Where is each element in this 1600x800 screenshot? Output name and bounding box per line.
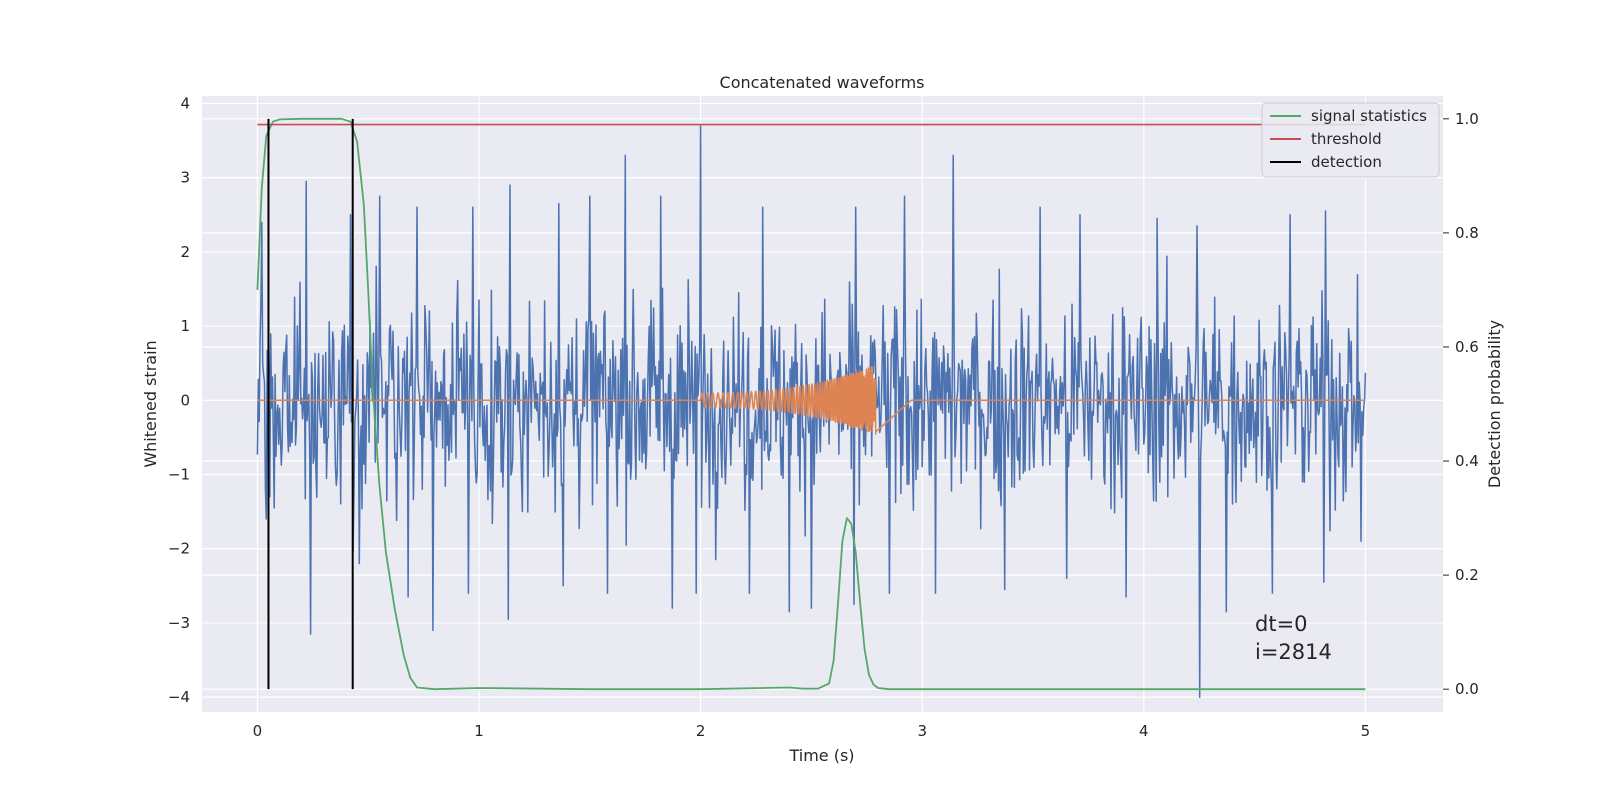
y2-tick-label: 0.6: [1455, 338, 1479, 356]
legend: signal statistics threshold detection: [1261, 102, 1440, 178]
chart-title: Concatenated waveforms: [720, 73, 925, 92]
y-tick-label: 3: [180, 169, 190, 187]
legend-label-signal-statistics: signal statistics: [1311, 107, 1427, 125]
x-tick-label: 5: [1361, 722, 1371, 740]
y-tick-label: 2: [180, 243, 190, 261]
y2-axis-label: Detection probability: [1485, 320, 1504, 488]
x-tick-label: 2: [696, 722, 706, 740]
y-axis-label: Whitened strain: [141, 340, 160, 467]
y2-tick-label: 0.0: [1455, 680, 1479, 698]
y-tick-label: −1: [168, 466, 190, 484]
y-tick-label: −2: [168, 540, 190, 558]
signal-statistics-line: [256, 117, 1366, 691]
tick-labels: 0 1 2 3 4 5 −4 −3 −2 −1 0 1 2 3 4 0.0 0.2 0.4 0.6 0.8 1.0: [168, 94, 1479, 740]
annotation-index: i=2814: [1255, 640, 1332, 664]
y-tick-label: 0: [180, 391, 190, 409]
x-tick-label: 1: [474, 722, 484, 740]
strain-traces: [256, 124, 1367, 698]
y-tick-label: 4: [180, 94, 190, 112]
y-tick-label: 1: [180, 317, 190, 335]
annotation-dt: dt=0: [1255, 612, 1308, 636]
injected-signal-trace: [257, 366, 1366, 435]
probability-traces: [256, 117, 1366, 691]
x-tick-label: 0: [253, 722, 263, 740]
legend-label-threshold: threshold: [1311, 130, 1382, 148]
x-tick-label: 3: [917, 722, 927, 740]
legend-box: [1261, 102, 1440, 178]
y2-tick-label: 1.0: [1455, 110, 1479, 128]
whitened-strain-trace: [256, 124, 1367, 698]
y2-tick-label: 0.2: [1455, 566, 1479, 584]
legend-label-detection: detection: [1311, 153, 1382, 171]
y2-tick-label: 0.4: [1455, 452, 1479, 470]
x-tick-label: 4: [1139, 722, 1149, 740]
x-axis-label: Time (s): [788, 746, 854, 765]
y-tick-label: −3: [168, 614, 190, 632]
y2-tick-label: 0.8: [1455, 224, 1479, 242]
y-tick-label: −4: [168, 688, 190, 706]
